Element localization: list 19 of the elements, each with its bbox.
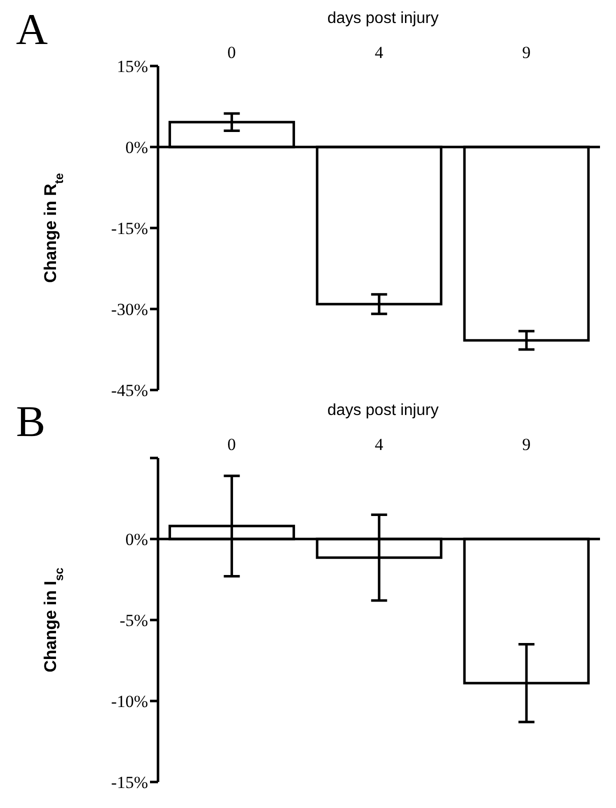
x-axis-title: days post injury [326,10,440,28]
x-tick-label: 4 [374,43,384,62]
x-axis-title: days post injury [326,402,440,420]
x-tick-label: 9 [522,435,531,454]
y-tick-label: 0% [125,138,148,158]
y-tick-label: -5% [120,611,148,630]
x-tick-label: 0 [227,43,236,62]
y-tick-label: 0% [125,530,148,550]
y-tick-label: 15% [116,57,148,76]
x-tick-label: 0 [227,435,236,454]
chart-title: A [16,5,48,54]
chart-title: B [16,397,46,446]
x-tick-label: 4 [374,435,384,454]
y-tick-label: -15% [111,219,148,238]
y-tick-label: -45% [111,381,148,400]
y-tick-label: -15% [111,773,148,792]
y-tick-label: -10% [111,692,148,712]
x-tick-label: 9 [522,43,531,62]
y-tick-label: -30% [111,300,148,320]
